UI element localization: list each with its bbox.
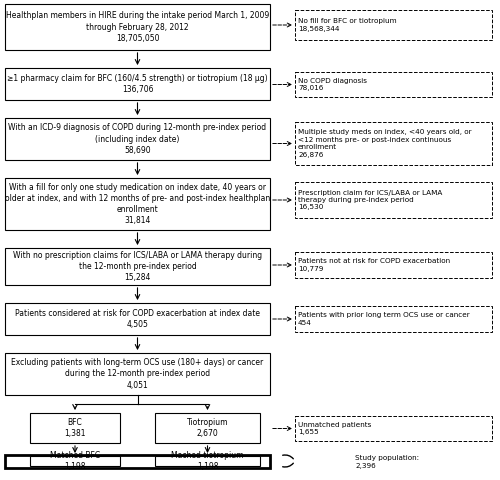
Bar — [155, 413, 260, 443]
Text: Healthplan members in HIRE during the intake period March 1, 2009
through Februa: Healthplan members in HIRE during the in… — [6, 12, 269, 43]
Bar — [5, 455, 270, 468]
Text: Prescription claim for ICS/LABA or LAMA
therapy during pre-index period
16,530: Prescription claim for ICS/LABA or LAMA … — [298, 190, 442, 211]
Text: Patients with prior long term OCS use or cancer
454: Patients with prior long term OCS use or… — [298, 312, 470, 326]
Text: Study population:
2,396: Study population: 2,396 — [355, 455, 419, 469]
Bar — [295, 182, 492, 218]
Bar — [295, 122, 492, 165]
Bar — [295, 416, 492, 441]
Bar — [30, 413, 120, 443]
Bar — [155, 456, 260, 466]
Bar — [5, 178, 270, 230]
Text: Mached tiotropium
1,198: Mached tiotropium 1,198 — [171, 451, 244, 471]
Bar — [5, 118, 270, 160]
Bar — [30, 456, 120, 466]
Text: Matched BFC
1,198: Matched BFC 1,198 — [50, 451, 100, 471]
Bar — [295, 10, 492, 40]
Text: BFC
1,381: BFC 1,381 — [64, 418, 86, 438]
Text: ≥1 pharmacy claim for BFC (160/4.5 strength) or tiotropium (18 μg)
136,706: ≥1 pharmacy claim for BFC (160/4.5 stren… — [7, 74, 268, 94]
Bar — [295, 72, 492, 97]
Bar — [5, 248, 270, 285]
Bar — [295, 252, 492, 278]
Bar — [5, 4, 270, 50]
Text: Excluding patients with long-term OCS use (180+ days) or cancer
during the 12-mo: Excluding patients with long-term OCS us… — [12, 359, 264, 390]
Text: No fill for BFC or tiotropium
18,568,344: No fill for BFC or tiotropium 18,568,344 — [298, 18, 396, 32]
Text: With an ICD-9 diagnosis of COPD during 12-month pre-index period
(including inde: With an ICD-9 diagnosis of COPD during 1… — [8, 123, 266, 155]
Bar — [5, 353, 270, 395]
Bar — [5, 68, 270, 100]
Bar — [295, 306, 492, 332]
Text: No COPD diagnosis
78,016: No COPD diagnosis 78,016 — [298, 78, 367, 91]
Text: Tiotropium
2,670: Tiotropium 2,670 — [187, 418, 228, 438]
Text: Multiple study meds on index, <40 years old, or
<12 months pre- or post-index co: Multiple study meds on index, <40 years … — [298, 129, 472, 158]
Text: With a fill for only one study medication on index date, 40 years or
older at in: With a fill for only one study medicatio… — [5, 183, 270, 225]
Text: Patients considered at risk for COPD exacerbation at index date
4,505: Patients considered at risk for COPD exa… — [15, 309, 260, 329]
Text: Patients not at risk for COPD exacerbation
10,779: Patients not at risk for COPD exacerbati… — [298, 258, 450, 272]
Text: Unmatched patients
1,655: Unmatched patients 1,655 — [298, 422, 372, 435]
Bar — [5, 303, 270, 335]
Text: With no prescription claims for ICS/LABA or LAMA therapy during
the 12-month pre: With no prescription claims for ICS/LABA… — [13, 251, 262, 282]
